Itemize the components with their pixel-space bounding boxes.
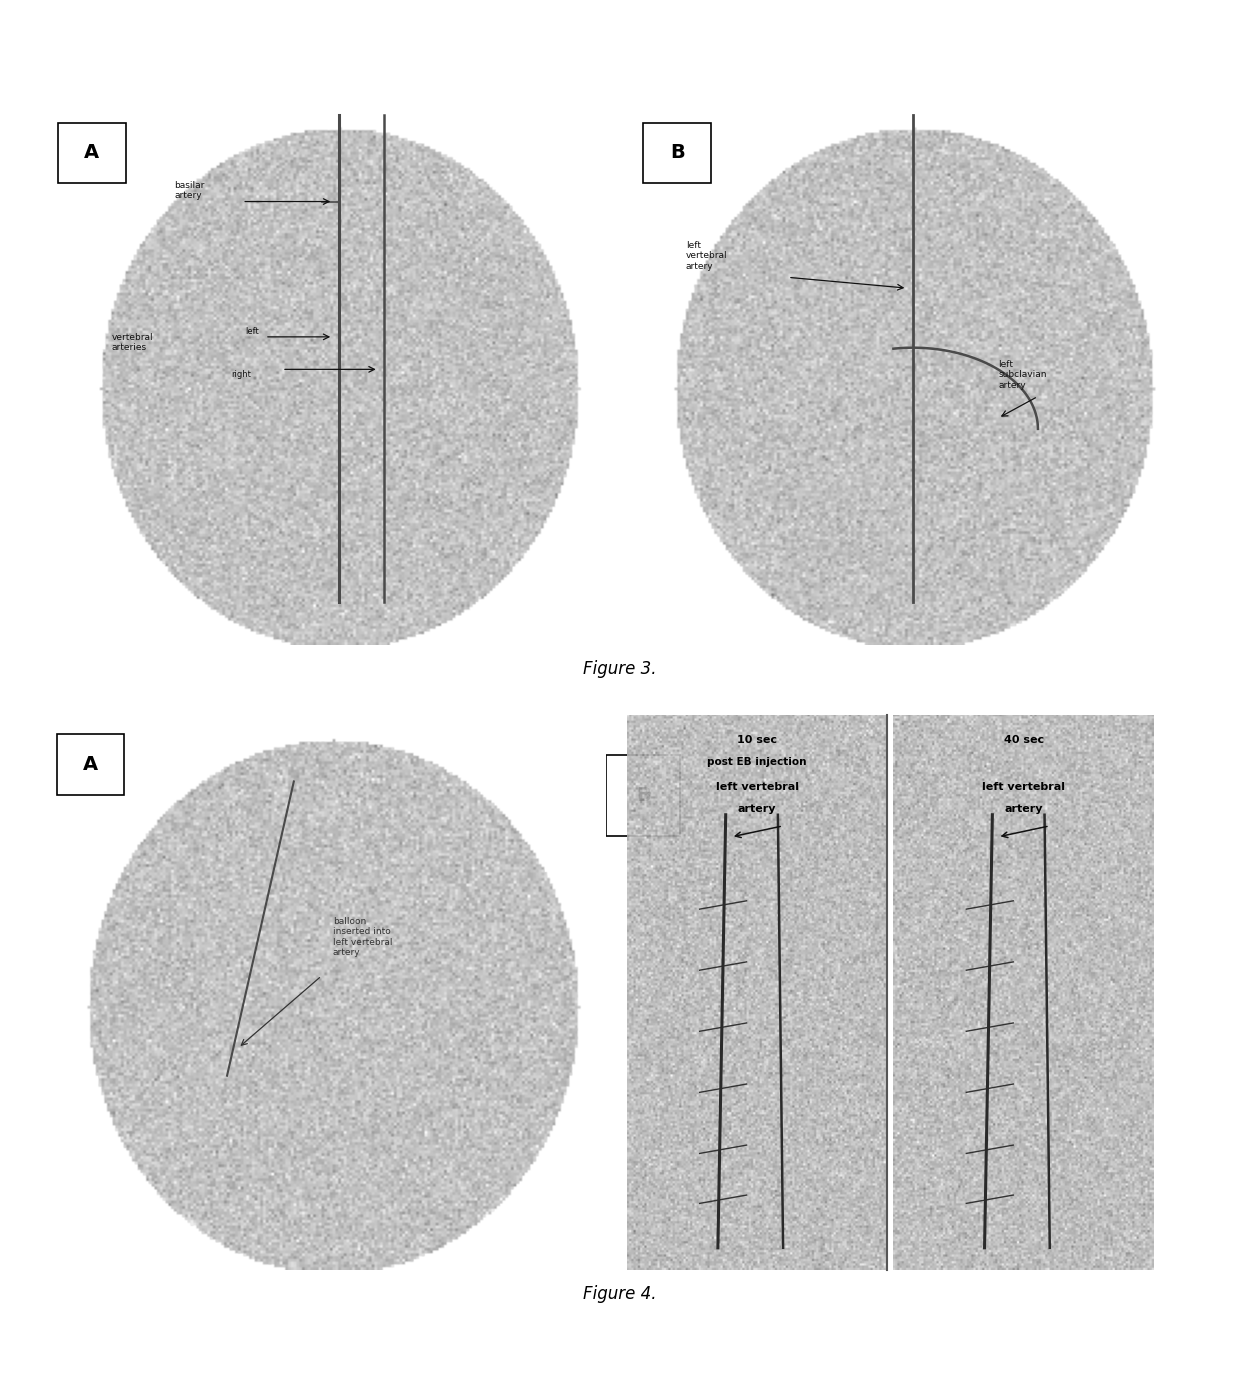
FancyBboxPatch shape bbox=[57, 734, 124, 795]
Text: artery: artery bbox=[1004, 804, 1043, 815]
Text: left
vertebral
artery: left vertebral artery bbox=[686, 240, 728, 271]
Text: left vertebral: left vertebral bbox=[715, 781, 799, 793]
Text: A: A bbox=[84, 143, 99, 162]
FancyBboxPatch shape bbox=[57, 124, 125, 183]
Text: 40 sec: 40 sec bbox=[1003, 734, 1044, 745]
Text: 10 sec: 10 sec bbox=[737, 734, 777, 745]
Text: balloon
inserted into
left vertebral
artery: balloon inserted into left vertebral art… bbox=[332, 917, 392, 956]
Text: left vertebral: left vertebral bbox=[982, 781, 1065, 793]
FancyBboxPatch shape bbox=[644, 124, 712, 183]
FancyBboxPatch shape bbox=[606, 755, 681, 836]
Text: right: right bbox=[231, 371, 250, 379]
Text: post EB injection: post EB injection bbox=[707, 756, 807, 768]
Text: B: B bbox=[636, 786, 651, 805]
Text: left: left bbox=[246, 328, 259, 336]
Text: vertebral
arteries: vertebral arteries bbox=[112, 333, 154, 353]
Text: Figure 3.: Figure 3. bbox=[583, 661, 657, 677]
Text: artery: artery bbox=[738, 804, 776, 815]
Text: B: B bbox=[670, 143, 684, 162]
Text: A: A bbox=[83, 755, 98, 775]
Text: left
subclavian
artery: left subclavian artery bbox=[998, 359, 1047, 390]
Text: Figure 4.: Figure 4. bbox=[583, 1285, 657, 1302]
Text: basilar
artery: basilar artery bbox=[174, 180, 205, 200]
